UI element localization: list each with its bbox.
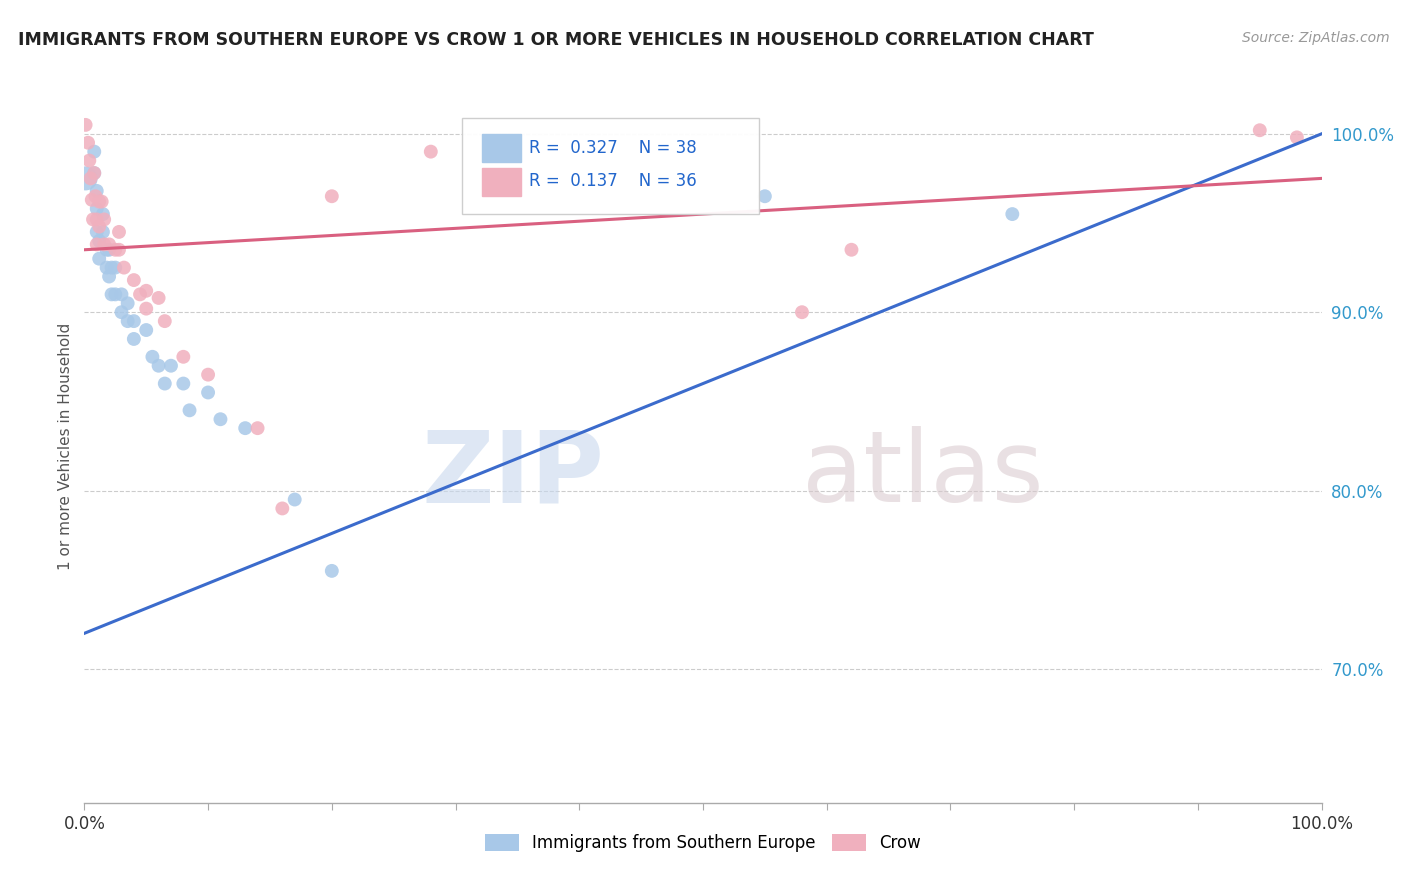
Point	[1249, 123, 1271, 137]
Legend: Immigrants from Southern Europe, Crow: Immigrants from Southern Europe, Crow	[478, 827, 928, 859]
Point	[98, 243, 121, 257]
FancyBboxPatch shape	[461, 118, 759, 214]
Point	[96, 260, 118, 275]
Point	[83, 166, 105, 180]
Text: atlas: atlas	[801, 426, 1043, 523]
Point	[122, 332, 145, 346]
Point	[122, 314, 145, 328]
Point	[80, 193, 103, 207]
Point	[246, 421, 269, 435]
Point	[98, 269, 121, 284]
Point	[148, 291, 170, 305]
Point	[419, 145, 441, 159]
Point	[83, 166, 105, 180]
Point	[141, 350, 163, 364]
Point	[135, 301, 157, 316]
Point	[91, 225, 114, 239]
Point	[209, 412, 232, 426]
Text: ZIP: ZIP	[422, 426, 605, 523]
Point	[89, 234, 111, 248]
Y-axis label: 1 or more Vehicles in Household: 1 or more Vehicles in Household	[58, 322, 73, 570]
Point	[160, 359, 183, 373]
Point	[135, 284, 157, 298]
Point	[117, 296, 139, 310]
Point	[197, 385, 219, 400]
Point	[77, 136, 100, 150]
Point	[172, 376, 194, 391]
Point	[117, 314, 139, 328]
Point	[108, 225, 131, 239]
Point	[100, 287, 122, 301]
Point	[110, 287, 132, 301]
Point	[93, 237, 115, 252]
FancyBboxPatch shape	[481, 134, 522, 162]
Point	[89, 219, 111, 234]
Point	[86, 184, 108, 198]
Point	[233, 421, 256, 435]
Point	[1285, 130, 1308, 145]
Point	[100, 260, 122, 275]
Point	[172, 350, 194, 364]
Point	[90, 194, 112, 209]
Point	[75, 171, 97, 186]
Point	[104, 260, 127, 275]
Point	[197, 368, 219, 382]
Point	[86, 212, 108, 227]
Point	[86, 202, 108, 216]
Point	[122, 273, 145, 287]
Point	[89, 194, 111, 209]
Point	[110, 305, 132, 319]
Point	[82, 212, 104, 227]
Point	[104, 287, 127, 301]
Point	[153, 376, 176, 391]
Point	[179, 403, 201, 417]
Point	[321, 564, 343, 578]
Point	[93, 212, 115, 227]
FancyBboxPatch shape	[481, 168, 522, 195]
Point	[271, 501, 294, 516]
Point	[841, 243, 863, 257]
Point	[129, 287, 152, 301]
Text: Source: ZipAtlas.com: Source: ZipAtlas.com	[1241, 31, 1389, 45]
Point	[83, 145, 105, 159]
Point	[86, 225, 108, 239]
Point	[98, 237, 121, 252]
Point	[135, 323, 157, 337]
Point	[321, 189, 343, 203]
Point	[1001, 207, 1024, 221]
Point	[79, 153, 101, 168]
Point	[84, 189, 107, 203]
Point	[75, 118, 97, 132]
Point	[79, 171, 101, 186]
Point	[284, 492, 307, 507]
Text: IMMIGRANTS FROM SOUTHERN EUROPE VS CROW 1 OR MORE VEHICLES IN HOUSEHOLD CORRELAT: IMMIGRANTS FROM SOUTHERN EUROPE VS CROW …	[18, 31, 1094, 49]
Point	[153, 314, 176, 328]
Text: R =  0.137    N = 36: R = 0.137 N = 36	[529, 172, 696, 190]
Point	[91, 207, 114, 221]
Text: R =  0.327    N = 38: R = 0.327 N = 38	[529, 139, 696, 157]
Point	[148, 359, 170, 373]
Point	[86, 237, 108, 252]
Point	[89, 252, 111, 266]
Point	[754, 189, 776, 203]
Point	[790, 305, 813, 319]
Point	[108, 243, 131, 257]
Point	[96, 243, 118, 257]
Point	[104, 243, 127, 257]
Point	[112, 260, 135, 275]
